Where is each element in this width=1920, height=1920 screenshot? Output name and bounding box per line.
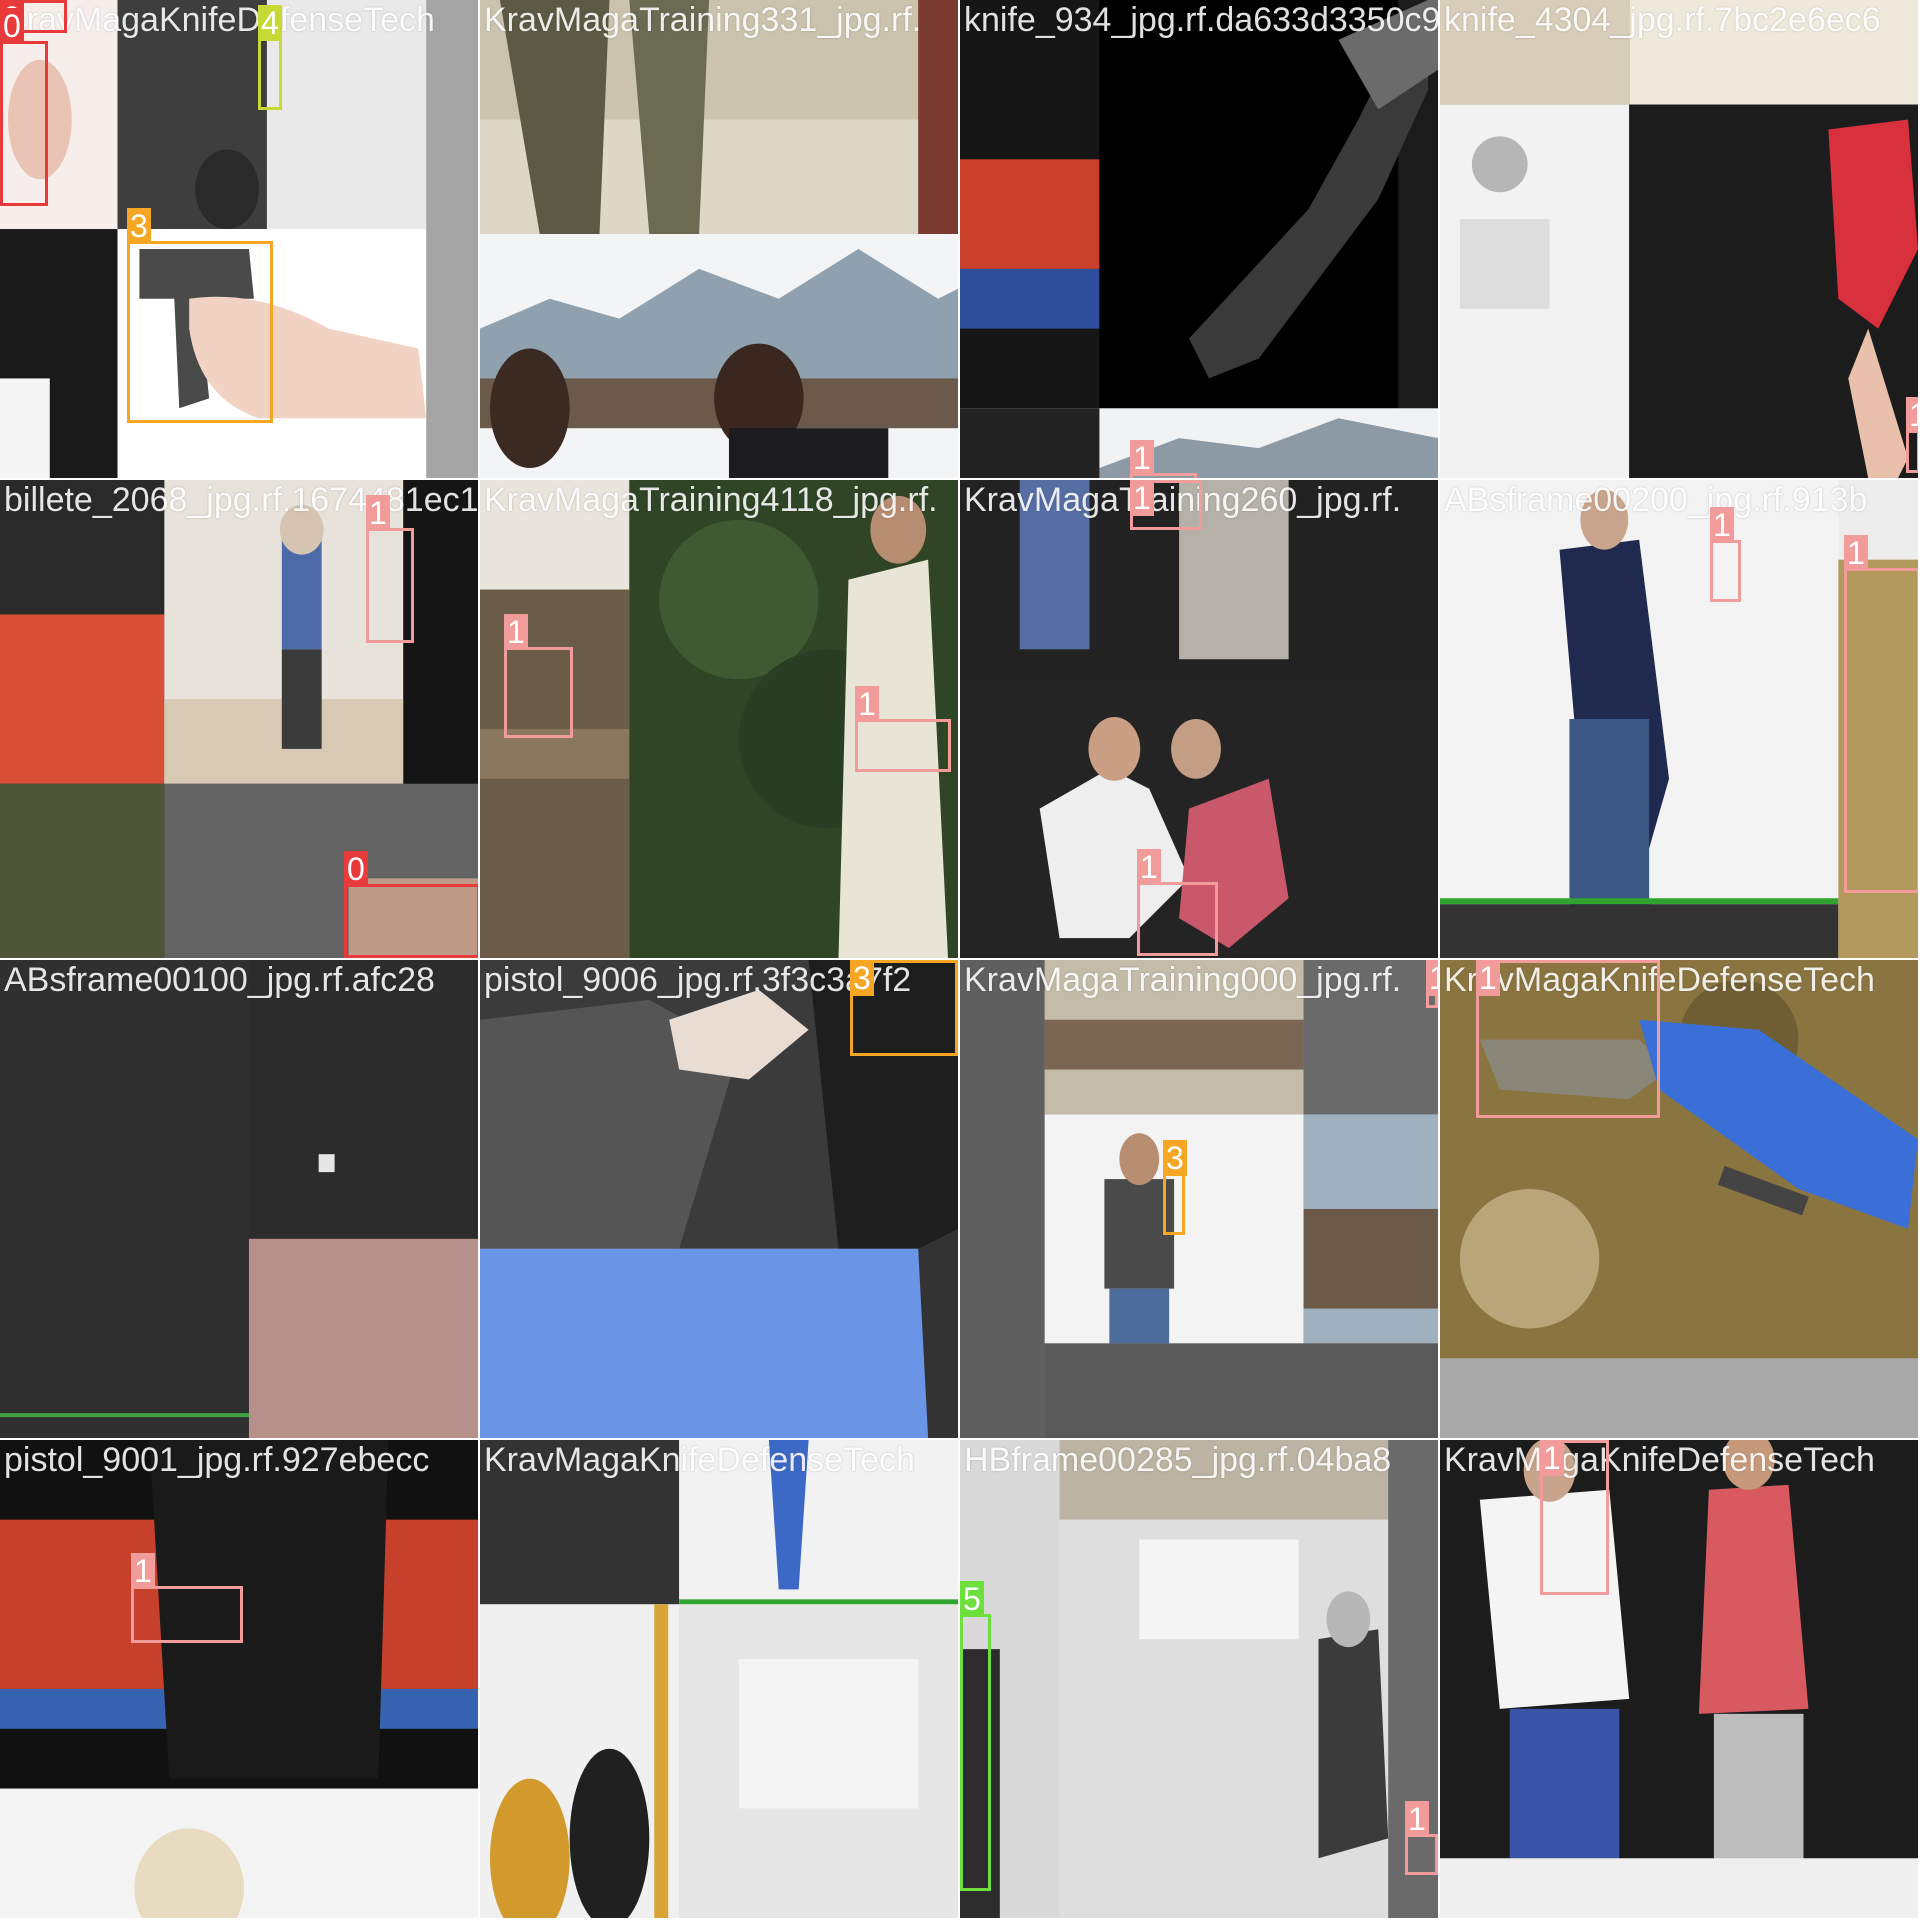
- tile-image: [0, 1440, 478, 1918]
- tile-krav-maga-training-000: KravMagaTraining000_jpg.rf. 13: [960, 960, 1440, 1440]
- tile-knife-934: knife_934_jpg.rf.da633d3350c9f24360 1: [960, 0, 1440, 480]
- tile-image: [0, 480, 478, 958]
- tile-krav-maga-knife-defense-2: KravMagaKnifeDefenseTech 1: [1440, 960, 1920, 1440]
- tile-image: [1440, 1440, 1918, 1918]
- tile-image: [1440, 960, 1918, 1438]
- tile-image: [1440, 0, 1918, 478]
- tile-krav-maga-knife-defense-4: KravMagaKnifeDefenseTech 1: [1440, 1440, 1920, 1920]
- tile-image: [1440, 480, 1918, 958]
- tile-absframe-00100: ABsframe00100_jpg.rf.afc28: [0, 960, 480, 1440]
- tile-image: [0, 960, 478, 1438]
- tile-image: [960, 0, 1438, 478]
- tile-image: [480, 1440, 958, 1918]
- tile-image: [480, 960, 958, 1438]
- tile-pistol-9006: pistol_9006_jpg.rf.3f3c3a7f2 3: [480, 960, 960, 1440]
- tile-image: [960, 960, 1438, 1438]
- tile-krav-maga-knife-defense-3: KravMagaKnifeDefenseTech: [480, 1440, 960, 1920]
- tile-krav-maga-training-331: KravMagaTraining331_jpg.rf.: [480, 0, 960, 480]
- tile-pistol-9001: pistol_9001_jpg.rf.927ebecc 1: [0, 1440, 480, 1920]
- tile-image: [480, 480, 958, 958]
- tile-image: [960, 1440, 1438, 1918]
- tile-image: [960, 480, 1438, 958]
- tile-knife-4304: knife_4304_jpg.rf.7bc2e6ec6 1: [1440, 0, 1920, 480]
- tile-image: [480, 0, 958, 478]
- tile-image: [0, 0, 478, 478]
